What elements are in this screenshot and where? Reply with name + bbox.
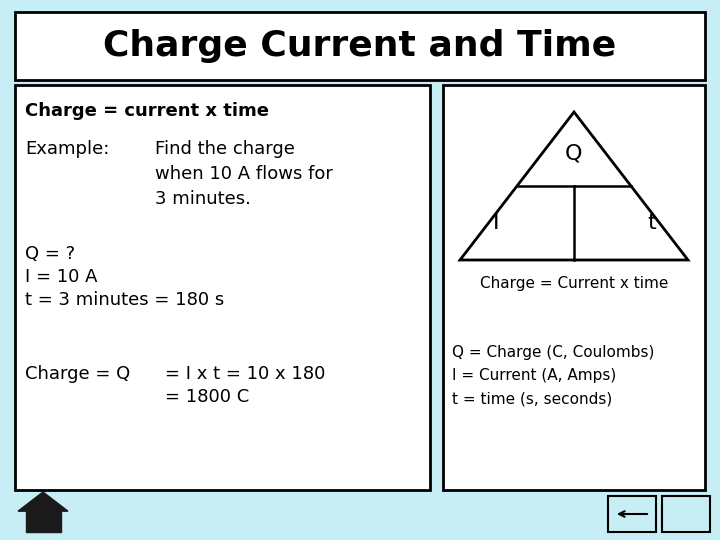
Text: Charge Current and Time: Charge Current and Time [104,29,616,63]
Polygon shape [460,112,688,260]
Text: Q = ?: Q = ? [25,245,75,263]
Bar [15,12,705,80]
Bar [443,85,705,490]
Text: Charge = Current x time: Charge = Current x time [480,276,668,291]
Polygon shape [18,492,68,511]
Text: = 1800 C: = 1800 C [165,388,249,406]
Text: I = 10 A: I = 10 A [25,268,97,286]
Bar [662,496,710,532]
Bar [608,496,656,532]
Text: Q: Q [565,144,582,164]
Text: I: I [493,213,500,233]
Text: = I x t = 10 x 180: = I x t = 10 x 180 [165,365,325,383]
Text: Charge = Q: Charge = Q [25,365,130,383]
Text: Charge = current x time: Charge = current x time [25,102,269,120]
Text: Example:: Example: [25,140,109,158]
Text: t: t [647,213,656,233]
Text: Q = Charge (C, Coulombs)
I = Current (A, Amps)
t = time (s, seconds): Q = Charge (C, Coulombs) I = Current (A,… [452,345,654,407]
Bar [15,85,430,490]
Text: t = 3 minutes = 180 s: t = 3 minutes = 180 s [25,291,224,309]
Bar [25,510,60,532]
Text: Find the charge
when 10 A flows for
3 minutes.: Find the charge when 10 A flows for 3 mi… [155,140,333,208]
